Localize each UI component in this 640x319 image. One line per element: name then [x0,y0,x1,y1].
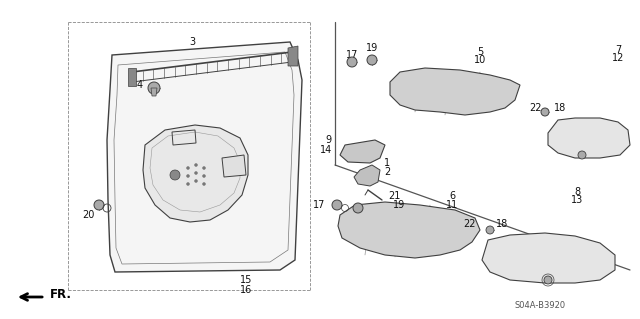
Polygon shape [143,125,248,222]
Circle shape [148,82,160,94]
Circle shape [195,180,198,182]
Circle shape [578,151,586,159]
Circle shape [202,182,205,186]
Text: 14: 14 [320,145,332,155]
Circle shape [94,200,104,210]
Text: 21: 21 [388,191,401,201]
Circle shape [186,174,189,177]
Text: 10: 10 [474,55,486,65]
Circle shape [486,226,494,234]
Polygon shape [107,42,302,272]
Circle shape [202,174,205,177]
Text: 18: 18 [554,103,566,113]
Circle shape [170,170,180,180]
Polygon shape [222,155,246,177]
Circle shape [186,182,189,186]
Text: 17: 17 [312,200,325,210]
Polygon shape [482,233,615,283]
Text: 18: 18 [496,219,508,229]
Circle shape [353,203,363,213]
Text: 19: 19 [366,43,378,53]
Text: 12: 12 [612,53,624,63]
Polygon shape [390,68,520,115]
Circle shape [367,55,377,65]
Text: 13: 13 [571,195,583,205]
Polygon shape [128,68,136,86]
Text: 6: 6 [449,191,455,201]
Text: 15: 15 [240,275,252,285]
Circle shape [544,276,552,284]
Polygon shape [340,140,385,163]
Circle shape [202,167,205,169]
Circle shape [195,164,198,167]
Polygon shape [548,118,630,158]
Circle shape [541,108,549,116]
Text: 5: 5 [477,47,483,57]
Text: 2: 2 [384,167,390,177]
Text: 20: 20 [82,210,94,220]
Text: 4: 4 [137,80,143,90]
Circle shape [332,200,342,210]
Text: FR.: FR. [50,288,72,301]
Circle shape [195,172,198,174]
Text: 19: 19 [393,200,405,210]
Text: 9: 9 [326,135,332,145]
Polygon shape [338,202,480,258]
Text: 16: 16 [240,285,252,295]
Polygon shape [354,165,380,186]
Text: 22: 22 [530,103,542,113]
Text: 3: 3 [189,37,195,47]
Text: 8: 8 [574,187,580,197]
Circle shape [347,57,357,67]
Text: 7: 7 [615,45,621,55]
Polygon shape [288,46,298,66]
Circle shape [186,167,189,169]
Text: 1: 1 [384,158,390,168]
Polygon shape [151,88,157,96]
Text: 17: 17 [346,50,358,60]
Text: 11: 11 [446,200,458,210]
Text: 22: 22 [463,219,476,229]
Text: S04A-B3920: S04A-B3920 [515,300,566,309]
